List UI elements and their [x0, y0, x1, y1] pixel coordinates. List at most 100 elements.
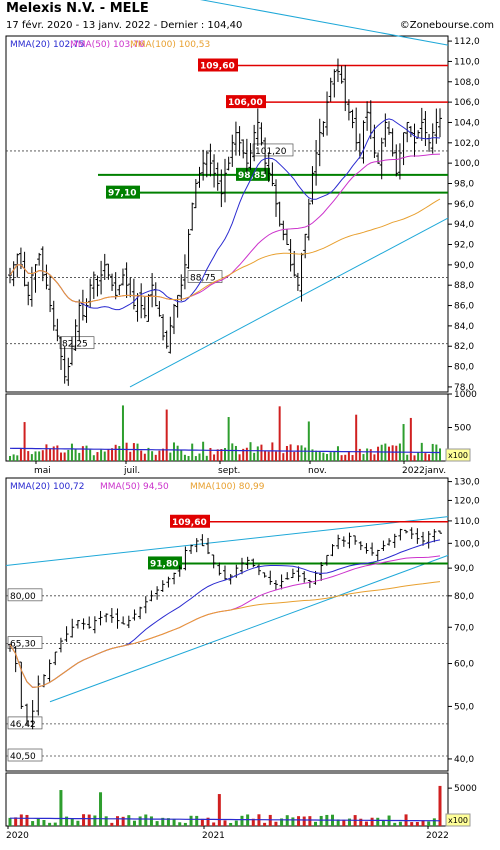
volume-bar [216, 449, 219, 461]
volume-bar [8, 817, 12, 826]
reference-level-label: 80,00 [10, 592, 36, 602]
volume-bar [45, 444, 48, 461]
volume-bar [227, 417, 230, 461]
reference-level-label: 82,25 [62, 340, 88, 350]
volume-bar [9, 455, 11, 461]
y-tick-label: 110,0 [454, 517, 480, 527]
y-tick-label: 88,0 [454, 281, 474, 291]
volume-bar [427, 821, 431, 826]
volume-bar [304, 447, 307, 461]
volume-average-line [9, 447, 440, 454]
volume-bar [104, 816, 108, 826]
volume-bar [132, 820, 136, 826]
volume-bar [340, 455, 343, 461]
volume-bar [42, 820, 46, 826]
volume-bar [151, 451, 154, 461]
volume-bar [25, 814, 29, 826]
reference-level-box [7, 748, 43, 762]
volume-bar [30, 454, 33, 461]
volume-unit-box [445, 448, 471, 462]
volume-bar [205, 455, 208, 461]
volume-bar [34, 451, 37, 461]
volume-bar [27, 451, 30, 461]
y-tick-label: 82,0 [454, 342, 474, 352]
mma20-line [9, 118, 441, 311]
volume-bar [278, 406, 281, 461]
y-tick-label: 84,0 [454, 322, 474, 332]
y-tick-label: 92,0 [454, 241, 474, 251]
volume-bar [96, 452, 99, 461]
volume-bar [41, 450, 44, 461]
volume-bar [268, 814, 272, 826]
support-level-label: 98,85 [238, 171, 266, 181]
volume-bar [289, 444, 292, 461]
x-tick-label: nov. [308, 466, 327, 476]
volume-bar [70, 443, 73, 461]
support-level-box [106, 185, 140, 199]
volume-bar [38, 451, 41, 461]
x-tick-label: juil. [123, 466, 140, 476]
volume-bar [76, 820, 80, 826]
volume-bar [398, 821, 402, 826]
volume-bar [297, 816, 301, 826]
volume-bar [67, 449, 70, 461]
volume-average-line [10, 817, 441, 822]
volume-bar [251, 818, 255, 826]
volume-bar [370, 817, 374, 826]
volume-bar [257, 814, 261, 826]
volume-bar [176, 445, 179, 461]
mma50-line [9, 153, 441, 304]
reference-level-box [7, 636, 43, 649]
volume-bar [202, 441, 205, 461]
volume-bar [195, 815, 199, 826]
volume-bar [325, 814, 329, 826]
chart-subtitle: 17 févr. 2020 - 13 janv. 2022 - Dernier … [6, 20, 243, 31]
volume-bar [424, 453, 427, 461]
volume-bar [229, 822, 233, 826]
volume-bar [246, 814, 250, 826]
price-panel-frame [5, 477, 449, 772]
trend-channel-line [49, 554, 449, 703]
reference-level-label: 88,75 [190, 274, 216, 284]
volume-bar [149, 816, 153, 826]
volume-bar [431, 443, 434, 461]
legend-entry: MMA(50) 103,76 [70, 40, 145, 50]
volume-bar [415, 821, 419, 826]
volume-bar [300, 445, 303, 461]
volume-panel-frame [5, 393, 449, 462]
volume-bar [162, 448, 165, 461]
volume-bar [161, 817, 165, 826]
y-tick-label: 100,0 [454, 539, 480, 549]
reference-level-label: 101,20 [255, 147, 287, 157]
volume-bar [178, 822, 182, 826]
volume-bar [377, 446, 380, 461]
volume-bar [358, 448, 361, 461]
reference-level-label: 40,50 [10, 752, 36, 762]
y-tick-label: 106,0 [454, 98, 480, 108]
volume-bar [213, 454, 216, 461]
volume-bar [172, 442, 175, 461]
volume-bar [65, 816, 69, 826]
volume-bar [359, 818, 363, 826]
volume-bar [315, 450, 318, 461]
volume-bar [308, 816, 312, 826]
volume-bar [224, 448, 226, 461]
volume-bar [99, 792, 103, 826]
y-tick-label: 40,0 [454, 755, 474, 765]
y-tick-label: 102,0 [454, 139, 480, 149]
volume-bar [240, 815, 244, 826]
resistance-level-label: 109,60 [172, 518, 207, 528]
volume-bar [256, 446, 259, 461]
source-credit[interactable]: ©Zonebourse.com [399, 20, 494, 31]
volume-tick-label: 5000 [454, 784, 477, 794]
volume-bar [110, 822, 114, 826]
volume-bar [274, 821, 278, 826]
volume-bar [280, 818, 284, 826]
legend-entry: MMA(50) 94,50 [100, 482, 169, 492]
trend-channel-line [5, 516, 449, 567]
volume-bar [138, 816, 142, 826]
volume-bar [121, 405, 124, 461]
volume-bar [60, 452, 63, 461]
support-level-label: 97,10 [108, 189, 136, 199]
volume-bar [285, 815, 289, 826]
